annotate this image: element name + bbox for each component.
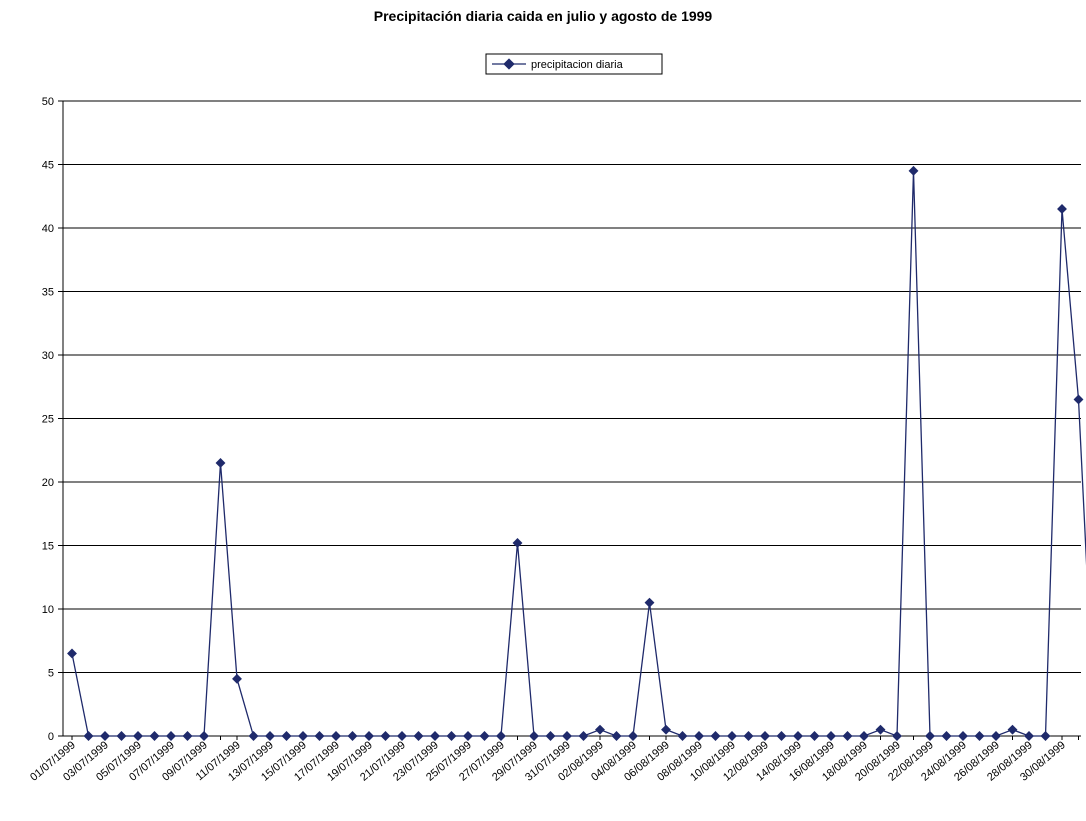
data-point-marker: [727, 731, 737, 741]
data-point-marker: [100, 731, 110, 741]
data-point-marker: [1007, 724, 1018, 735]
data-point-marker: [496, 731, 506, 741]
y-tick-label: 35: [42, 287, 54, 299]
data-point-marker: [347, 731, 358, 741]
data-point-marker: [1040, 731, 1051, 741]
data-point-marker: [380, 731, 391, 741]
data-point-marker: [364, 731, 374, 741]
data-point-marker: [908, 165, 919, 176]
data-point-marker: [925, 731, 935, 741]
legend-label: precipitacion diaria: [531, 59, 624, 71]
data-point-marker: [479, 731, 490, 741]
data-point-marker: [446, 731, 457, 741]
y-tick-label: 0: [48, 731, 54, 743]
data-point-marker: [677, 731, 688, 741]
data-point-marker: [958, 731, 968, 741]
data-point-marker: [314, 731, 325, 741]
data-point-marker: [545, 731, 556, 741]
data-point-marker: [199, 731, 209, 741]
data-point-marker: [842, 731, 853, 741]
data-point-marker: [83, 731, 94, 741]
data-point-marker: [595, 724, 605, 735]
data-point-marker: [298, 731, 308, 741]
data-point-marker: [974, 731, 985, 741]
data-point-marker: [628, 731, 638, 741]
data-point-marker: [875, 724, 886, 735]
data-point-marker: [397, 731, 407, 741]
data-point-marker: [694, 731, 704, 741]
series-layer: [67, 165, 1086, 741]
data-point-marker: [892, 731, 902, 741]
data-point-marker: [562, 731, 572, 741]
data-point-marker: [149, 731, 160, 741]
data-point-marker: [644, 597, 655, 608]
legend-box: [485, 53, 663, 75]
x-tick-labels: 01/07/199903/07/199905/07/199907/07/1999…: [28, 739, 1068, 784]
y-tick-labels: 0 5 10 15 20 25 30 35 40 45 50: [42, 96, 54, 743]
data-point-marker: [776, 731, 787, 741]
data-point-marker: [941, 731, 952, 741]
data-point-marker: [182, 731, 193, 741]
data-point-marker: [809, 731, 820, 741]
data-point-marker: [281, 731, 292, 741]
data-point-marker: [463, 731, 473, 741]
data-point-marker: [611, 731, 622, 741]
data-point-marker: [578, 731, 589, 741]
y-tick-label: 20: [42, 477, 54, 489]
y-tick-label: 5: [48, 668, 54, 680]
data-point-marker: [166, 731, 176, 741]
data-point-marker: [743, 731, 754, 741]
data-point-marker: [760, 731, 770, 741]
data-point-marker: [1057, 204, 1067, 214]
data-point-marker: [331, 731, 341, 741]
legend: precipitacion diaria: [485, 53, 663, 75]
data-point-marker: [826, 731, 836, 741]
data-point-marker: [67, 648, 77, 659]
data-point-marker: [430, 731, 440, 741]
y-tick-label: 25: [42, 414, 54, 426]
data-point-marker: [265, 731, 275, 741]
series-line: [71, 170, 1086, 737]
y-tick-label: 15: [42, 541, 54, 553]
y-tick-label: 10: [42, 604, 54, 616]
data-point-marker: [116, 731, 127, 741]
data-point-marker: [1073, 394, 1084, 405]
data-point-marker: [248, 731, 259, 741]
data-point-marker: [232, 673, 242, 684]
y-tick-label: 50: [42, 96, 54, 108]
y-tick-label: 45: [42, 160, 54, 172]
chart-title: Precipitación diaria caida en julio y ag…: [373, 8, 713, 24]
data-point-marker: [793, 731, 803, 741]
data-point-marker: [215, 458, 226, 468]
y-tick-label: 30: [42, 350, 54, 362]
data-point-marker: [710, 731, 721, 741]
gridlines: [63, 100, 1081, 673]
data-point-marker: [133, 731, 143, 741]
data-point-marker: [529, 731, 539, 741]
data-point-marker: [413, 731, 424, 741]
y-tick-label: 40: [42, 223, 54, 235]
data-point-marker: [661, 724, 671, 735]
data-point-marker: [991, 731, 1001, 741]
data-point-marker: [859, 731, 869, 741]
data-point-marker: [512, 538, 523, 548]
data-point-marker: [1024, 731, 1034, 741]
